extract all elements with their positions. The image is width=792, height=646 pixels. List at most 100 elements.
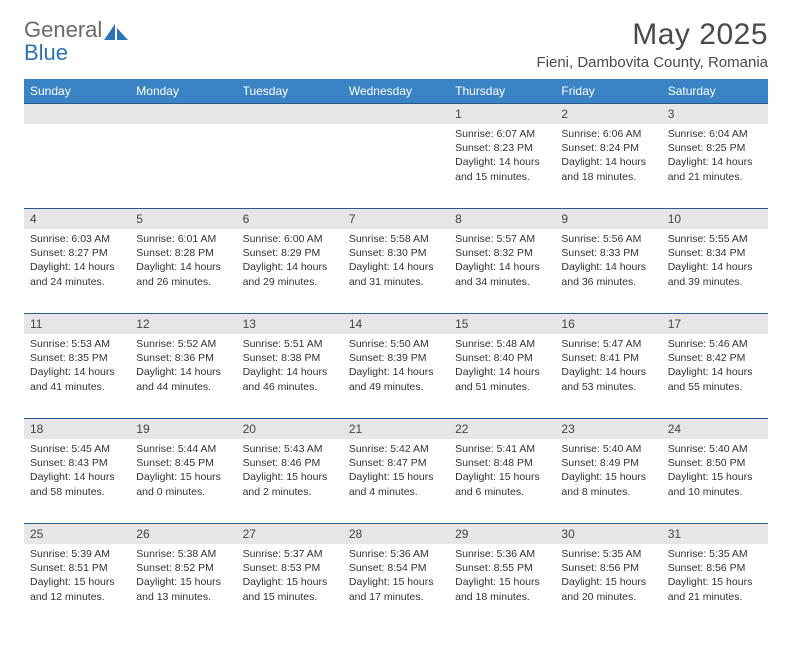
day-cell: Sunrise: 5:39 AMSunset: 8:51 PMDaylight:… — [24, 544, 130, 628]
sunset-text: Sunset: 8:35 PM — [30, 351, 124, 365]
day-number: 29 — [449, 524, 555, 544]
day-number: 25 — [24, 524, 130, 544]
day-cell-body: Sunrise: 6:00 AMSunset: 8:29 PMDaylight:… — [237, 229, 343, 295]
daylight-text: Daylight: 15 hours and 15 minutes. — [243, 575, 337, 603]
sunrise-text: Sunrise: 5:57 AM — [455, 232, 549, 246]
sunset-text: Sunset: 8:27 PM — [30, 246, 124, 260]
day-cell: Sunrise: 5:40 AMSunset: 8:50 PMDaylight:… — [662, 439, 768, 523]
daylight-text: Daylight: 14 hours and 58 minutes. — [30, 470, 124, 498]
day-cell-body: Sunrise: 5:56 AMSunset: 8:33 PMDaylight:… — [555, 229, 661, 295]
sunset-text: Sunset: 8:49 PM — [561, 456, 655, 470]
day-number: 2 — [555, 104, 661, 124]
daylight-text: Daylight: 15 hours and 0 minutes. — [136, 470, 230, 498]
day-number: 4 — [24, 209, 130, 229]
day-cell-body: Sunrise: 5:36 AMSunset: 8:54 PMDaylight:… — [343, 544, 449, 610]
week-row: Sunrise: 5:45 AMSunset: 8:43 PMDaylight:… — [24, 439, 768, 523]
day-cell-body: Sunrise: 6:04 AMSunset: 8:25 PMDaylight:… — [662, 124, 768, 190]
day-number: 1 — [449, 104, 555, 124]
sunset-text: Sunset: 8:38 PM — [243, 351, 337, 365]
day-number: 6 — [237, 209, 343, 229]
day-cell — [237, 124, 343, 208]
day-cell: Sunrise: 5:36 AMSunset: 8:55 PMDaylight:… — [449, 544, 555, 628]
month-title: May 2025 — [537, 18, 769, 52]
sunrise-text: Sunrise: 5:56 AM — [561, 232, 655, 246]
daylight-text: Daylight: 15 hours and 12 minutes. — [30, 575, 124, 603]
day-number: 11 — [24, 314, 130, 334]
day-cell-body: Sunrise: 5:50 AMSunset: 8:39 PMDaylight:… — [343, 334, 449, 400]
day-number-row: 123 — [24, 103, 768, 124]
day-cell-body: Sunrise: 5:40 AMSunset: 8:50 PMDaylight:… — [662, 439, 768, 505]
day-cell: Sunrise: 5:42 AMSunset: 8:47 PMDaylight:… — [343, 439, 449, 523]
day-cell: Sunrise: 5:46 AMSunset: 8:42 PMDaylight:… — [662, 334, 768, 418]
daylight-text: Daylight: 15 hours and 8 minutes. — [561, 470, 655, 498]
week-row: Sunrise: 6:07 AMSunset: 8:23 PMDaylight:… — [24, 124, 768, 208]
weekday-header: Monday — [130, 79, 236, 103]
sunrise-text: Sunrise: 5:35 AM — [561, 547, 655, 561]
sunrise-text: Sunrise: 5:48 AM — [455, 337, 549, 351]
sunset-text: Sunset: 8:55 PM — [455, 561, 549, 575]
daylight-text: Daylight: 15 hours and 21 minutes. — [668, 575, 762, 603]
day-number: 14 — [343, 314, 449, 334]
day-cell: Sunrise: 6:03 AMSunset: 8:27 PMDaylight:… — [24, 229, 130, 313]
day-cell: Sunrise: 6:01 AMSunset: 8:28 PMDaylight:… — [130, 229, 236, 313]
day-number: 10 — [662, 209, 768, 229]
calendar-page: General Blue May 2025 Fieni, Dambovita C… — [0, 0, 792, 646]
daylight-text: Daylight: 15 hours and 10 minutes. — [668, 470, 762, 498]
sunset-text: Sunset: 8:46 PM — [243, 456, 337, 470]
sunset-text: Sunset: 8:30 PM — [349, 246, 443, 260]
sunrise-text: Sunrise: 5:58 AM — [349, 232, 443, 246]
sunrise-text: Sunrise: 5:43 AM — [243, 442, 337, 456]
logo-sail-icon — [104, 22, 130, 47]
sunrise-text: Sunrise: 5:40 AM — [668, 442, 762, 456]
day-number: 3 — [662, 104, 768, 124]
sunset-text: Sunset: 8:25 PM — [668, 141, 762, 155]
day-number — [130, 104, 236, 124]
day-number: 8 — [449, 209, 555, 229]
daylight-text: Daylight: 14 hours and 31 minutes. — [349, 260, 443, 288]
day-cell-body — [24, 124, 130, 133]
daylight-text: Daylight: 14 hours and 26 minutes. — [136, 260, 230, 288]
day-cell-body: Sunrise: 5:37 AMSunset: 8:53 PMDaylight:… — [237, 544, 343, 610]
day-cell-body: Sunrise: 5:48 AMSunset: 8:40 PMDaylight:… — [449, 334, 555, 400]
daylight-text: Daylight: 14 hours and 46 minutes. — [243, 365, 337, 393]
sunrise-text: Sunrise: 5:55 AM — [668, 232, 762, 246]
day-cell-body: Sunrise: 5:44 AMSunset: 8:45 PMDaylight:… — [130, 439, 236, 505]
day-number: 20 — [237, 419, 343, 439]
daylight-text: Daylight: 14 hours and 15 minutes. — [455, 155, 549, 183]
day-number: 23 — [555, 419, 661, 439]
daylight-text: Daylight: 14 hours and 44 minutes. — [136, 365, 230, 393]
daylight-text: Daylight: 14 hours and 24 minutes. — [30, 260, 124, 288]
day-number: 28 — [343, 524, 449, 544]
day-number: 30 — [555, 524, 661, 544]
sunset-text: Sunset: 8:42 PM — [668, 351, 762, 365]
day-cell: Sunrise: 5:48 AMSunset: 8:40 PMDaylight:… — [449, 334, 555, 418]
weekday-header-row: Sunday Monday Tuesday Wednesday Thursday… — [24, 79, 768, 103]
daylight-text: Daylight: 15 hours and 2 minutes. — [243, 470, 337, 498]
day-cell — [130, 124, 236, 208]
sunrise-text: Sunrise: 5:37 AM — [243, 547, 337, 561]
day-cell-body: Sunrise: 5:46 AMSunset: 8:42 PMDaylight:… — [662, 334, 768, 400]
sunrise-text: Sunrise: 6:03 AM — [30, 232, 124, 246]
day-cell: Sunrise: 5:40 AMSunset: 8:49 PMDaylight:… — [555, 439, 661, 523]
day-cell: Sunrise: 6:06 AMSunset: 8:24 PMDaylight:… — [555, 124, 661, 208]
day-number: 19 — [130, 419, 236, 439]
day-number: 7 — [343, 209, 449, 229]
sunset-text: Sunset: 8:41 PM — [561, 351, 655, 365]
location-subtitle: Fieni, Dambovita County, Romania — [537, 54, 769, 71]
weekday-header: Tuesday — [237, 79, 343, 103]
day-cell-body: Sunrise: 5:39 AMSunset: 8:51 PMDaylight:… — [24, 544, 130, 610]
sunrise-text: Sunrise: 5:42 AM — [349, 442, 443, 456]
day-cell-body: Sunrise: 5:43 AMSunset: 8:46 PMDaylight:… — [237, 439, 343, 505]
day-number-row: 11121314151617 — [24, 313, 768, 334]
day-cell: Sunrise: 5:37 AMSunset: 8:53 PMDaylight:… — [237, 544, 343, 628]
sunrise-text: Sunrise: 6:00 AM — [243, 232, 337, 246]
sunset-text: Sunset: 8:32 PM — [455, 246, 549, 260]
day-number-row: 25262728293031 — [24, 523, 768, 544]
weekday-header: Sunday — [24, 79, 130, 103]
sunrise-text: Sunrise: 5:47 AM — [561, 337, 655, 351]
day-cell: Sunrise: 5:44 AMSunset: 8:45 PMDaylight:… — [130, 439, 236, 523]
day-cell-body: Sunrise: 6:07 AMSunset: 8:23 PMDaylight:… — [449, 124, 555, 190]
page-header: General Blue May 2025 Fieni, Dambovita C… — [24, 18, 768, 71]
day-cell: Sunrise: 6:07 AMSunset: 8:23 PMDaylight:… — [449, 124, 555, 208]
sunrise-text: Sunrise: 5:39 AM — [30, 547, 124, 561]
